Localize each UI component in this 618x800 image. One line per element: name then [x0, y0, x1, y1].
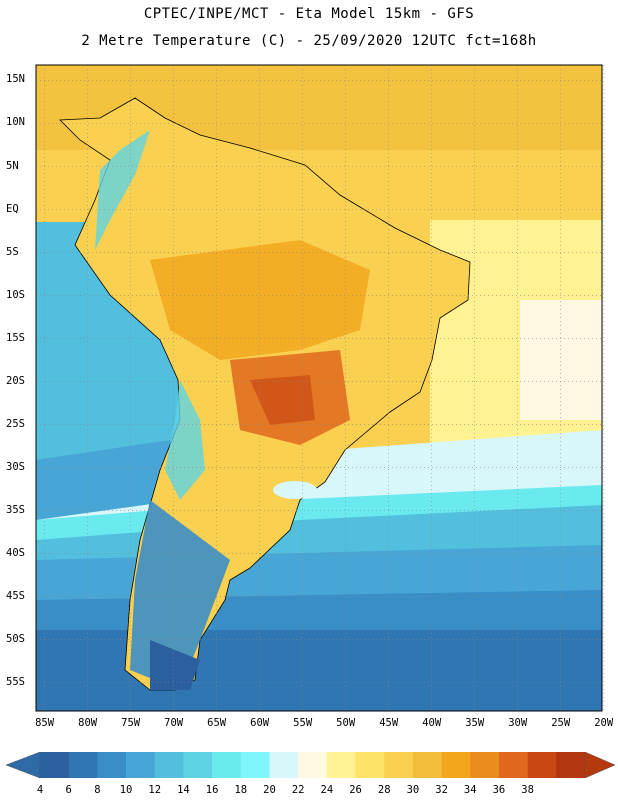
lat-label: 45S — [6, 589, 25, 602]
lat-label: 30S — [6, 460, 25, 473]
map-field — [36, 65, 602, 711]
colorbar-swatch — [326, 752, 356, 778]
colorbar-level-label: 30 — [406, 784, 420, 796]
lat-label: 5N — [6, 159, 19, 172]
colorbar-level-label: 14 — [177, 784, 190, 796]
pacific-cool — [36, 222, 215, 500]
lon-label: 65W — [207, 717, 227, 729]
amazon-warm-zone — [150, 240, 370, 360]
lon-label: 25W — [551, 717, 571, 729]
lat-label: 10S — [6, 288, 25, 301]
colorbar-swatch — [441, 752, 471, 778]
lat-label: 20S — [6, 374, 25, 387]
colorbar-level-label: 12 — [148, 784, 162, 796]
lat-label: 40S — [6, 546, 25, 559]
hottest-zone — [250, 375, 315, 425]
lat-label: 35S — [6, 503, 25, 516]
colorbar-level-label: 24 — [320, 784, 334, 796]
title-model: CPTEC/INPE/MCT - Eta Model 15km - GFS — [143, 6, 475, 22]
colorbar-swatch — [498, 752, 528, 778]
colorbar-swatch — [556, 752, 586, 778]
colorbar-level-label: 28 — [377, 784, 391, 796]
lat-label: 15N — [6, 73, 25, 86]
pacific-cooler — [36, 440, 180, 520]
colorbar-level-label: 16 — [205, 784, 219, 796]
lat-label: 5S — [6, 245, 19, 258]
lon-label: 75W — [121, 717, 141, 729]
colorbar-level-label: 22 — [291, 784, 305, 796]
lat-label: 50S — [6, 632, 25, 645]
lat-label: 15S — [6, 331, 25, 344]
andes-north-cold — [95, 130, 150, 250]
colorbar-swatch — [470, 752, 500, 778]
colorbar-level-label: 26 — [349, 784, 362, 796]
colorbar-swatch — [40, 752, 69, 778]
band-6-8 — [36, 630, 602, 711]
colorbar-swatch — [97, 752, 127, 778]
andes-central-cold — [165, 380, 205, 500]
left-triangle-icon — [5, 751, 41, 779]
colorbar-swatch — [126, 752, 156, 778]
lon-label: 80W — [78, 717, 98, 729]
colorbar — [5, 751, 616, 779]
lon-label: 40W — [422, 717, 442, 729]
colorbar-swatch — [154, 752, 184, 778]
colorbar-level-label: 38 — [521, 784, 534, 796]
lon-label: 85W — [35, 717, 55, 729]
lat-label: EQ — [6, 202, 19, 215]
colorbar-level-label: 4 — [36, 784, 44, 796]
colorbar-swatch — [212, 752, 242, 778]
colorbar-level-label: 36 — [492, 784, 506, 796]
right-triangle-icon — [584, 751, 616, 779]
lon-label: 20W — [594, 717, 614, 729]
map-frame — [35, 64, 603, 712]
colorbar-level-label: 18 — [234, 784, 248, 796]
colorbar-level-label: 10 — [119, 784, 133, 796]
colorbar-swatch — [68, 752, 98, 778]
colorbar-swatch — [298, 752, 328, 778]
colorbar-swatch — [355, 752, 385, 778]
colorbar-swatch — [269, 752, 299, 778]
lat-label: 55S — [6, 675, 25, 688]
lon-label: 60W — [250, 717, 270, 729]
la-plata-estuary — [273, 481, 317, 499]
lon-label: 50W — [336, 717, 356, 729]
colorbar-level-label: 20 — [263, 784, 276, 796]
lon-label: 45W — [379, 717, 399, 729]
lon-label: 35W — [465, 717, 485, 729]
colorbar-level-label: 6 — [65, 784, 72, 796]
lon-label: 30W — [508, 717, 528, 729]
colorbar-level-label: 8 — [94, 784, 101, 796]
lat-label: 25S — [6, 417, 25, 430]
lon-label: 55W — [293, 717, 313, 729]
atlantic-pale-band — [520, 300, 602, 420]
lat-label: 10N — [6, 116, 25, 129]
title-variable: 2 Metre Temperature (C) - 25/09/2020 12U… — [81, 33, 537, 49]
colorbar-level-label: 34 — [463, 784, 477, 796]
colorbar-swatch — [384, 752, 414, 778]
colorbar-swatch — [240, 752, 270, 778]
colorbar-level-label: 32 — [435, 784, 448, 796]
tierra-del-fuego — [150, 640, 200, 690]
lon-label: 70W — [164, 717, 184, 729]
colorbar-swatch — [183, 752, 213, 778]
colorbar-swatch — [412, 752, 442, 778]
colorbar-swatch — [527, 752, 557, 778]
